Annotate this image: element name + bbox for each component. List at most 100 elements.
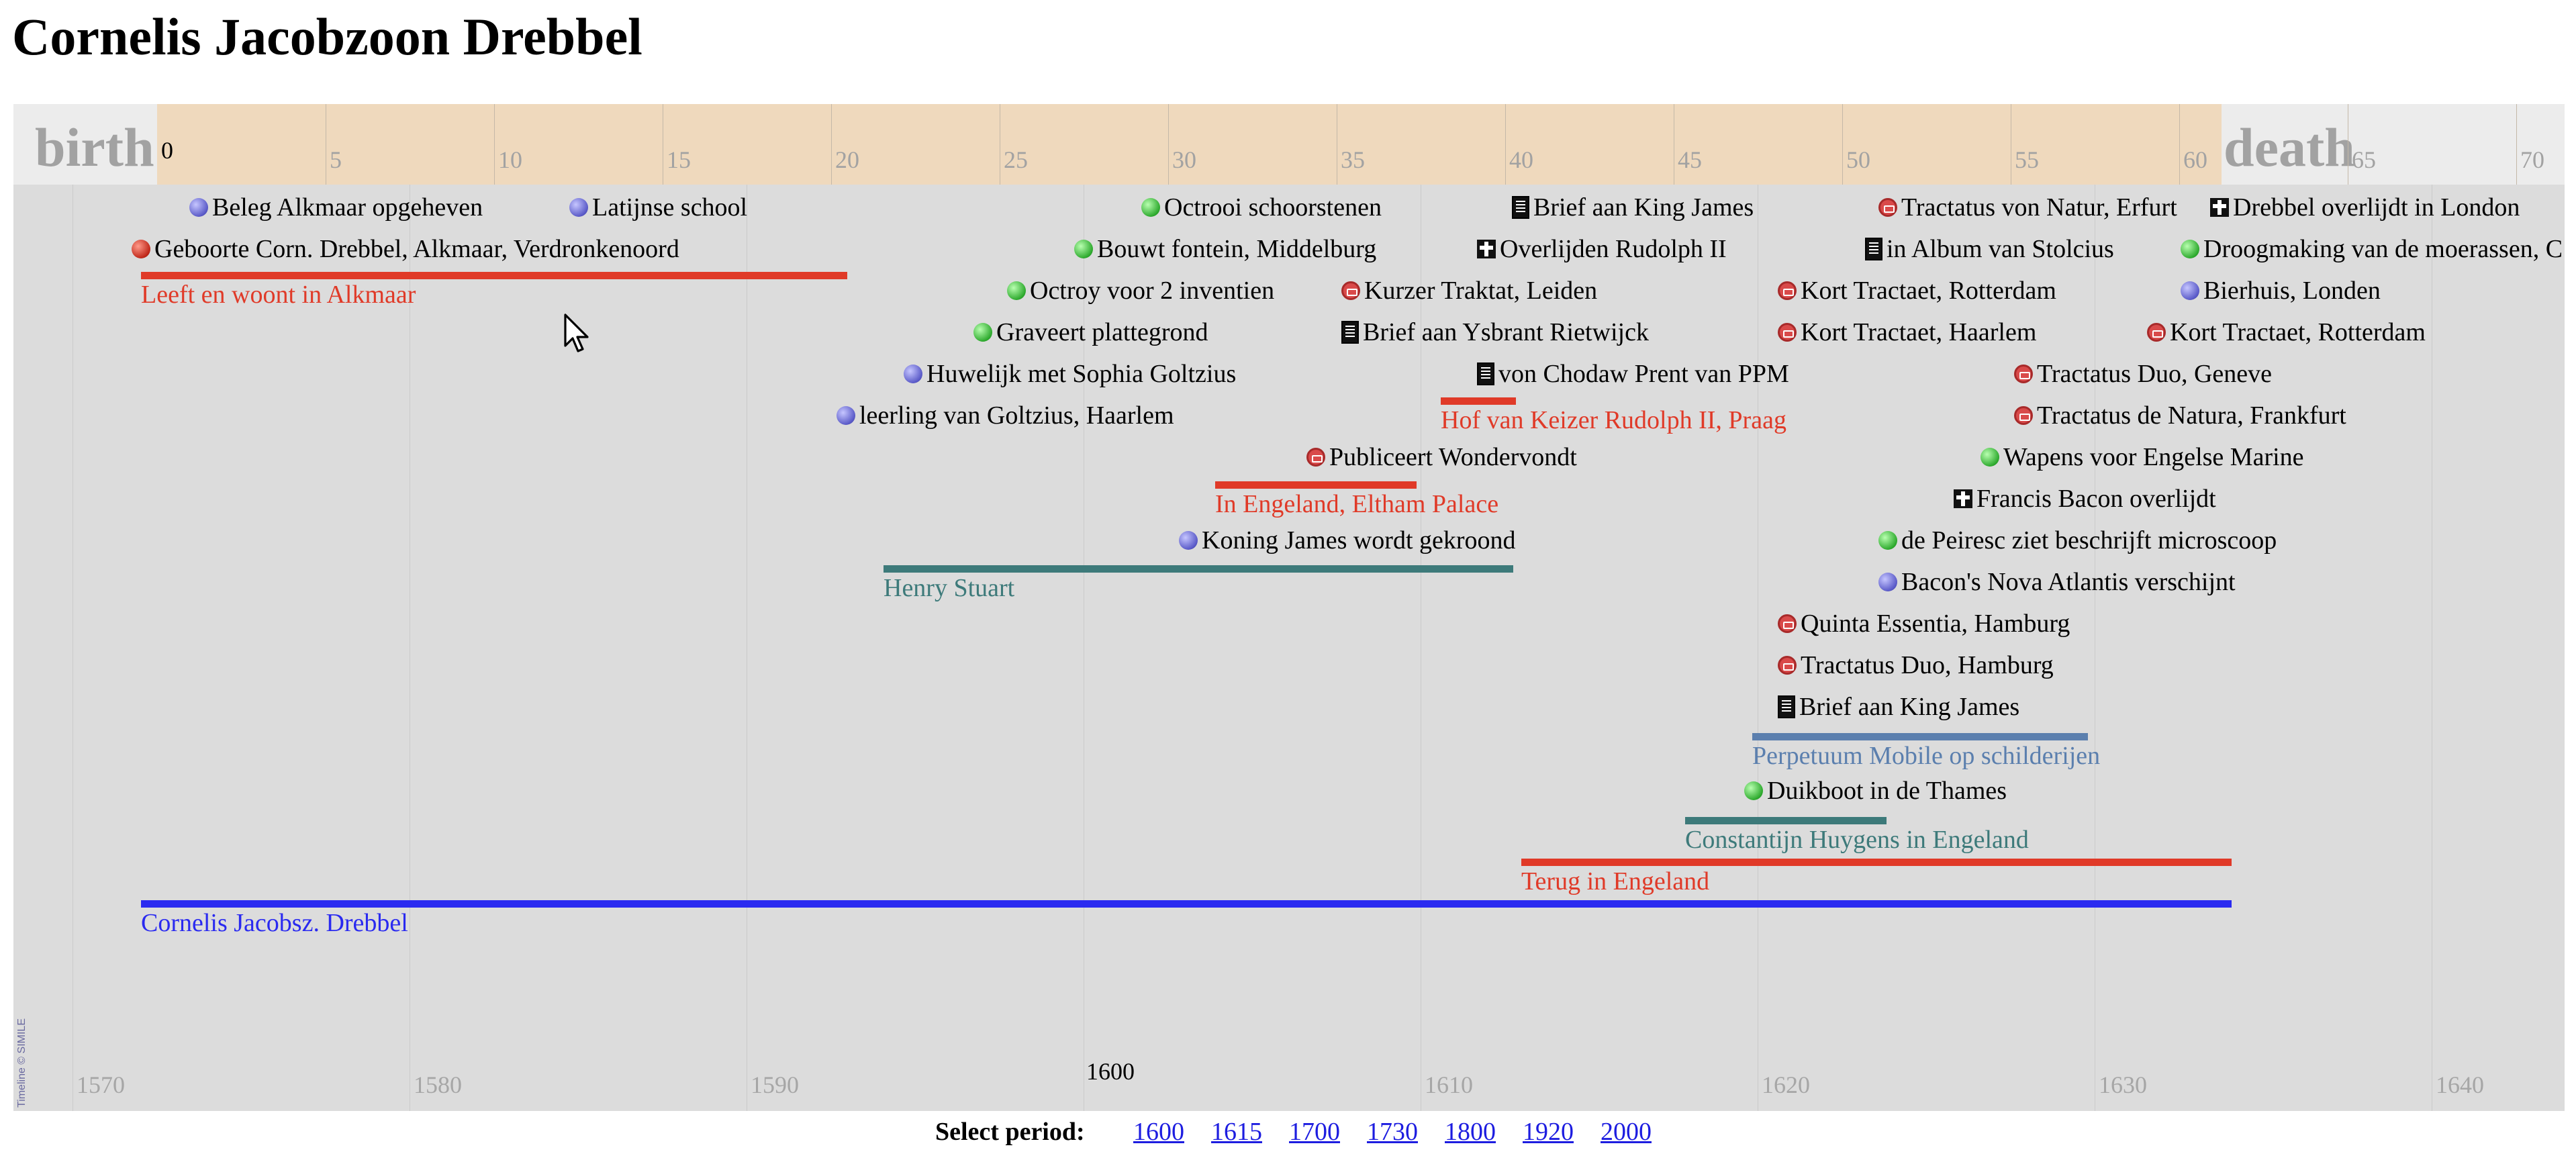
age-tick-label: 65 [2352, 146, 2376, 173]
event-nova-atlantis[interactable]: Bacon's Nova Atlantis verschijnt [1878, 565, 2236, 599]
event-tractatus-natur-erfurt[interactable]: Tractatus von Natur, Erfurt [1878, 190, 2177, 225]
period-link-1920[interactable]: 1920 [1523, 1118, 1574, 1146]
age-gridline [1505, 104, 1506, 185]
event-label: Geboorte Corn. Drebbel, Alkmaar, Verdron… [154, 235, 679, 263]
age-tick-label: 30 [1172, 146, 1196, 173]
event-wapens-marine[interactable]: Wapens voor Engelse Marine [1981, 440, 2304, 475]
year-tick-label: 1580 [414, 1071, 462, 1098]
age-tick-label: 20 [835, 146, 859, 173]
event-huwelijk[interactable]: Huwelijk met Sophia Goltzius [904, 356, 1236, 391]
event-quinta-essentia[interactable]: Quinta Essentia, Hamburg [1778, 606, 2070, 641]
period-selector-label: Select period: [935, 1118, 1085, 1146]
blue-dot-icon [1878, 573, 1897, 591]
timeline[interactable]: birth death 0 5 10 15 20 25 30 35 40 45 50 55 60 65 70… [13, 104, 2565, 1111]
event-octroy-inventien[interactable]: Octroy voor 2 inventien [1007, 273, 1274, 308]
birth-label: birth [35, 117, 154, 178]
event-francis-bacon[interactable]: Francis Bacon overlijdt [1954, 481, 2216, 516]
event-kort-tractaet-rotterdam-2[interactable]: Kort Tractaet, Rotterdam [2147, 315, 2426, 350]
event-label: Latijnse school [592, 193, 748, 222]
event-brief-rietwijck[interactable]: Brief aan Ysbrant Rietwijck [1341, 315, 1649, 350]
age-tick-label: 40 [1509, 146, 1533, 173]
book-icon [1341, 281, 1360, 300]
age-gridline [2179, 104, 2180, 185]
death-label: death [2224, 117, 2355, 178]
span-bar-drebbel-life[interactable] [141, 900, 2232, 908]
span-bar-huygens[interactable] [1685, 817, 1887, 824]
green-dot-icon [1141, 198, 1160, 217]
age-gridline [2516, 104, 2517, 185]
year-tick-label: 1640 [2436, 1071, 2484, 1098]
event-bierhuis[interactable]: Bierhuis, Londen [2181, 273, 2381, 308]
event-octrooi-schoorstenen[interactable]: Octrooi schoorstenen [1141, 190, 1382, 225]
span-label-drebbel-life: Cornelis Jacobsz. Drebbel [141, 909, 408, 937]
span-bar-alkmaar[interactable] [141, 272, 847, 279]
age-tick-label: 45 [1678, 146, 1702, 173]
event-label: Octroy voor 2 inventien [1030, 277, 1275, 305]
event-kort-tractaet-haarlem[interactable]: Kort Tractaet, Haarlem [1778, 315, 2036, 350]
year-tick-label: 1630 [2099, 1071, 2147, 1098]
event-koning-james[interactable]: Koning James wordt gekroond [1179, 523, 1516, 558]
span-bar-eltham[interactable] [1215, 481, 1417, 489]
book-icon [2014, 406, 2033, 425]
span-bar-terug-engeland[interactable] [1521, 859, 2232, 866]
green-dot-icon [1007, 281, 1026, 300]
page-title: Cornelis Jacobzoon Drebbel [12, 7, 642, 66]
cross-icon [2210, 198, 2229, 217]
event-peiresc[interactable]: de Peiresc ziet beschrijft microscoop [1878, 523, 2277, 558]
blue-dot-icon [2181, 281, 2199, 300]
event-label: Tractatus Duo, Geneve [2037, 360, 2273, 388]
blue-dot-icon [189, 198, 208, 217]
event-label: Overlijden Rudolph II [1500, 235, 1727, 263]
period-link-1600[interactable]: 1600 [1133, 1118, 1184, 1146]
event-droogmaking[interactable]: Droogmaking van de moerassen, C [2181, 232, 2563, 267]
book-icon [2147, 323, 2166, 342]
period-link-1615[interactable]: 1615 [1211, 1118, 1262, 1146]
red-dot-icon [132, 240, 150, 258]
span-bar-rudolph[interactable] [1441, 397, 1516, 405]
age-tick-label: 5 [330, 146, 342, 173]
event-label: Bierhuis, Londen [2203, 277, 2381, 305]
event-geboorte-drebbel[interactable]: Geboorte Corn. Drebbel, Alkmaar, Verdron… [132, 232, 679, 267]
event-label: Francis Bacon overlijdt [1976, 485, 2216, 513]
span-bar-perpetuum[interactable] [1752, 733, 2088, 740]
age-tick-label: 55 [2015, 146, 2039, 173]
age-gridline [1168, 104, 1169, 185]
event-label: Quinta Essentia, Hamburg [1801, 610, 2070, 638]
event-latijnse-school[interactable]: Latijnse school [569, 190, 747, 225]
event-von-chodaw[interactable]: von Chodaw Prent van PPM [1477, 356, 1789, 391]
event-publiceert-wondervondt[interactable]: Publiceert Wondervondt [1306, 440, 1577, 475]
period-link-1700[interactable]: 1700 [1289, 1118, 1340, 1146]
event-duikboot[interactable]: Duikboot in de Thames [1744, 773, 2007, 808]
period-link-1730[interactable]: 1730 [1367, 1118, 1418, 1146]
event-label: Kurzer Traktat, Leiden [1364, 277, 1598, 305]
green-dot-icon [1744, 781, 1763, 800]
span-bar-henry-stuart[interactable] [884, 565, 1513, 573]
event-tractatus-duo-geneve[interactable]: Tractatus Duo, Geneve [2014, 356, 2272, 391]
year-tick-label: 1570 [77, 1071, 125, 1098]
event-album-stolcius[interactable]: in Album van Stolcius [1865, 232, 2114, 267]
event-graveert-plattegrond[interactable]: Graveert plattegrond [973, 315, 1208, 350]
period-link-1800[interactable]: 1800 [1445, 1118, 1496, 1146]
mouse-pointer-icon [564, 313, 589, 352]
green-dot-icon [1074, 240, 1093, 258]
event-brief-king-james[interactable]: Brief aan King James [1512, 190, 1754, 225]
event-tractatus-natura-frankfurt[interactable]: Tractatus de Natura, Frankfurt [2014, 398, 2346, 433]
current-year-label: 1600 [1086, 1058, 1135, 1085]
event-leerling-goltzius[interactable]: leerling van Goltzius, Haarlem [837, 398, 1174, 433]
event-overlijden-rudolph[interactable]: Overlijden Rudolph II [1477, 232, 1727, 267]
event-kort-tractaet-rotterdam[interactable]: Kort Tractaet, Rotterdam [1778, 273, 2056, 308]
book-icon [1306, 448, 1325, 467]
event-brief-king-james-2[interactable]: Brief aan King James [1778, 689, 2019, 724]
event-drebbel-overlijdt[interactable]: Drebbel overlijdt in London [2210, 190, 2520, 225]
event-bouwt-fontein[interactable]: Bouwt fontein, Middelburg [1074, 232, 1376, 267]
event-label: Publiceert Wondervondt [1329, 443, 1577, 471]
period-link-2000[interactable]: 2000 [1601, 1118, 1652, 1146]
event-label: leerling van Goltzius, Haarlem [859, 401, 1174, 430]
span-label-perpetuum: Perpetuum Mobile op schilderijen [1752, 742, 2101, 770]
event-tractatus-duo-hamburg[interactable]: Tractatus Duo, Hamburg [1778, 648, 2054, 683]
event-kurzer-traktat[interactable]: Kurzer Traktat, Leiden [1341, 273, 1597, 308]
span-label-henry-stuart: Henry Stuart [884, 574, 1015, 602]
event-label: Graveert plattegrond [996, 318, 1208, 346]
event-beleg-alkmaar[interactable]: Beleg Alkmaar opgeheven [189, 190, 483, 225]
event-label: Kort Tractaet, Rotterdam [2170, 318, 2426, 346]
